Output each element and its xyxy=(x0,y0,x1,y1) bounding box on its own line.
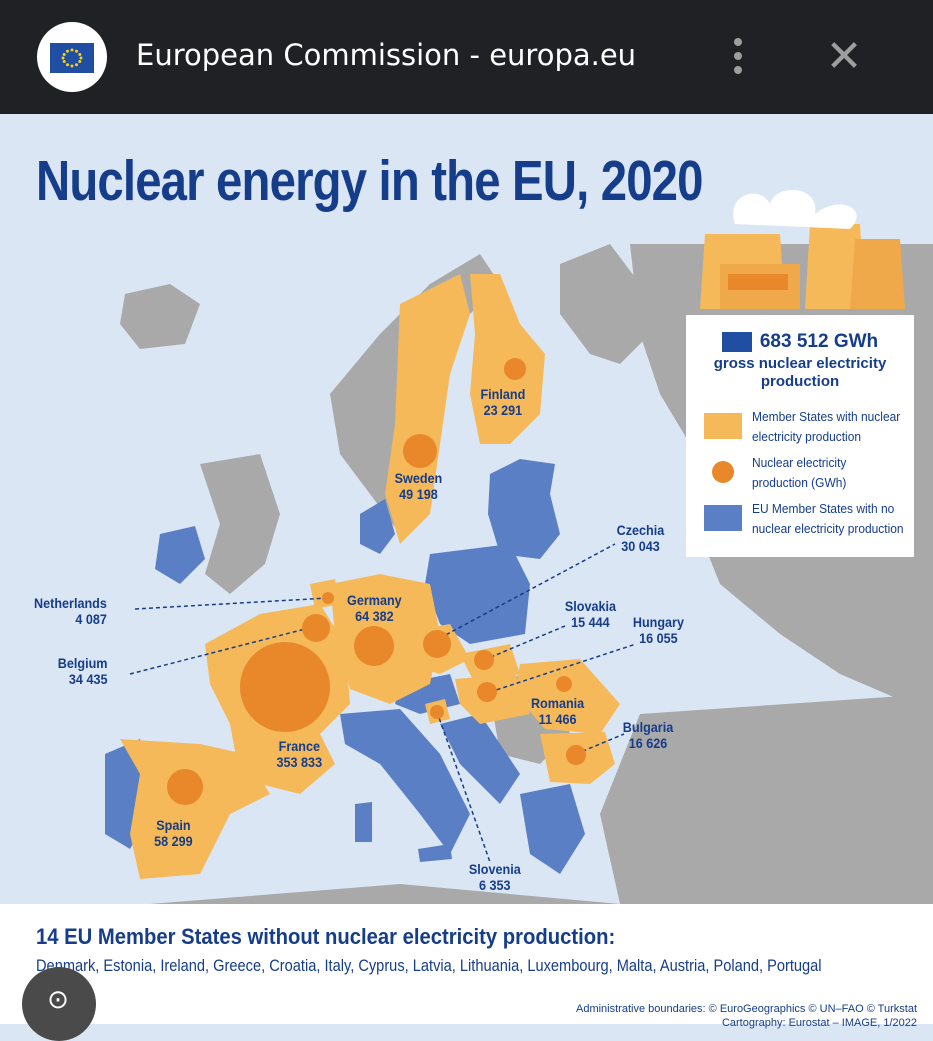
page-title: European Commission - europa.eu xyxy=(136,38,637,72)
infographic: Nuclear energy in the EU, 2020 Finland 23… xyxy=(0,114,933,1029)
legend-dot xyxy=(712,461,734,483)
map-legend: 683 512 GWh gross nuclear electricity pr… xyxy=(686,315,914,557)
europe-map xyxy=(105,190,933,904)
country-label-spain: Spain 58 299 xyxy=(154,817,193,849)
country-label-bulgaria: Bulgaria 16 626 xyxy=(622,719,674,751)
google-lens-button[interactable]: ⊙ xyxy=(22,967,96,1041)
country-label-czechia: Czechia 30 043 xyxy=(616,522,665,554)
legend-total-label: gross nuclear electricity production xyxy=(713,355,887,390)
legend-item-production: Nuclear electricity production (GWh) xyxy=(704,453,914,493)
country-label-hungary: Hungary 16 055 xyxy=(632,614,684,646)
legend-item-nuclear-states: Member States with nuclear electricity p… xyxy=(704,407,914,447)
country-label-slovenia: Slovenia 6 353 xyxy=(468,861,521,893)
country-label-belgium: Belgium 34 435 xyxy=(57,655,108,687)
close-icon[interactable]: ✕ xyxy=(825,31,863,82)
country-label-sweden: Sweden 49 198 xyxy=(394,470,443,502)
site-favicon xyxy=(37,22,107,92)
country-label-france: France 353 833 xyxy=(276,738,323,770)
no-nuclear-heading: 14 EU Member States without nuclear elec… xyxy=(36,924,616,949)
no-nuclear-panel: 14 EU Member States without nuclear elec… xyxy=(0,904,933,1029)
credits: Administrative boundaries: © EuroGeograp… xyxy=(575,1003,917,1029)
legend-swatch-blue xyxy=(704,505,742,531)
power-plant-illustration xyxy=(700,190,905,309)
production-dots xyxy=(167,358,586,805)
country-label-slovakia: Slovakia 15 444 xyxy=(564,598,616,630)
no-nuclear-list: Denmark, Estonia, Ireland, Greece, Croat… xyxy=(36,956,822,975)
country-label-netherlands: Netherlands 4 087 xyxy=(34,595,107,627)
eu-flag-icon xyxy=(721,331,752,352)
legend-total: 683 512 GWh xyxy=(686,331,914,353)
country-label-germany: Germany 64 382 xyxy=(347,592,402,624)
legend-item-no-nuclear: EU Member States with no nuclear electri… xyxy=(704,499,914,539)
lens-icon: ⊙ xyxy=(47,984,69,1014)
legend-swatch-orange xyxy=(704,413,742,439)
browser-top-bar: European Commission - europa.eu ✕ xyxy=(0,0,933,114)
infographic-title: Nuclear energy in the EU, 2020 xyxy=(36,149,703,213)
country-label-romania: Romania 11 466 xyxy=(530,695,585,727)
country-label-finland: Finland 23 291 xyxy=(480,386,526,418)
more-vert-icon[interactable] xyxy=(731,38,745,78)
eu-flag-icon xyxy=(50,43,94,73)
